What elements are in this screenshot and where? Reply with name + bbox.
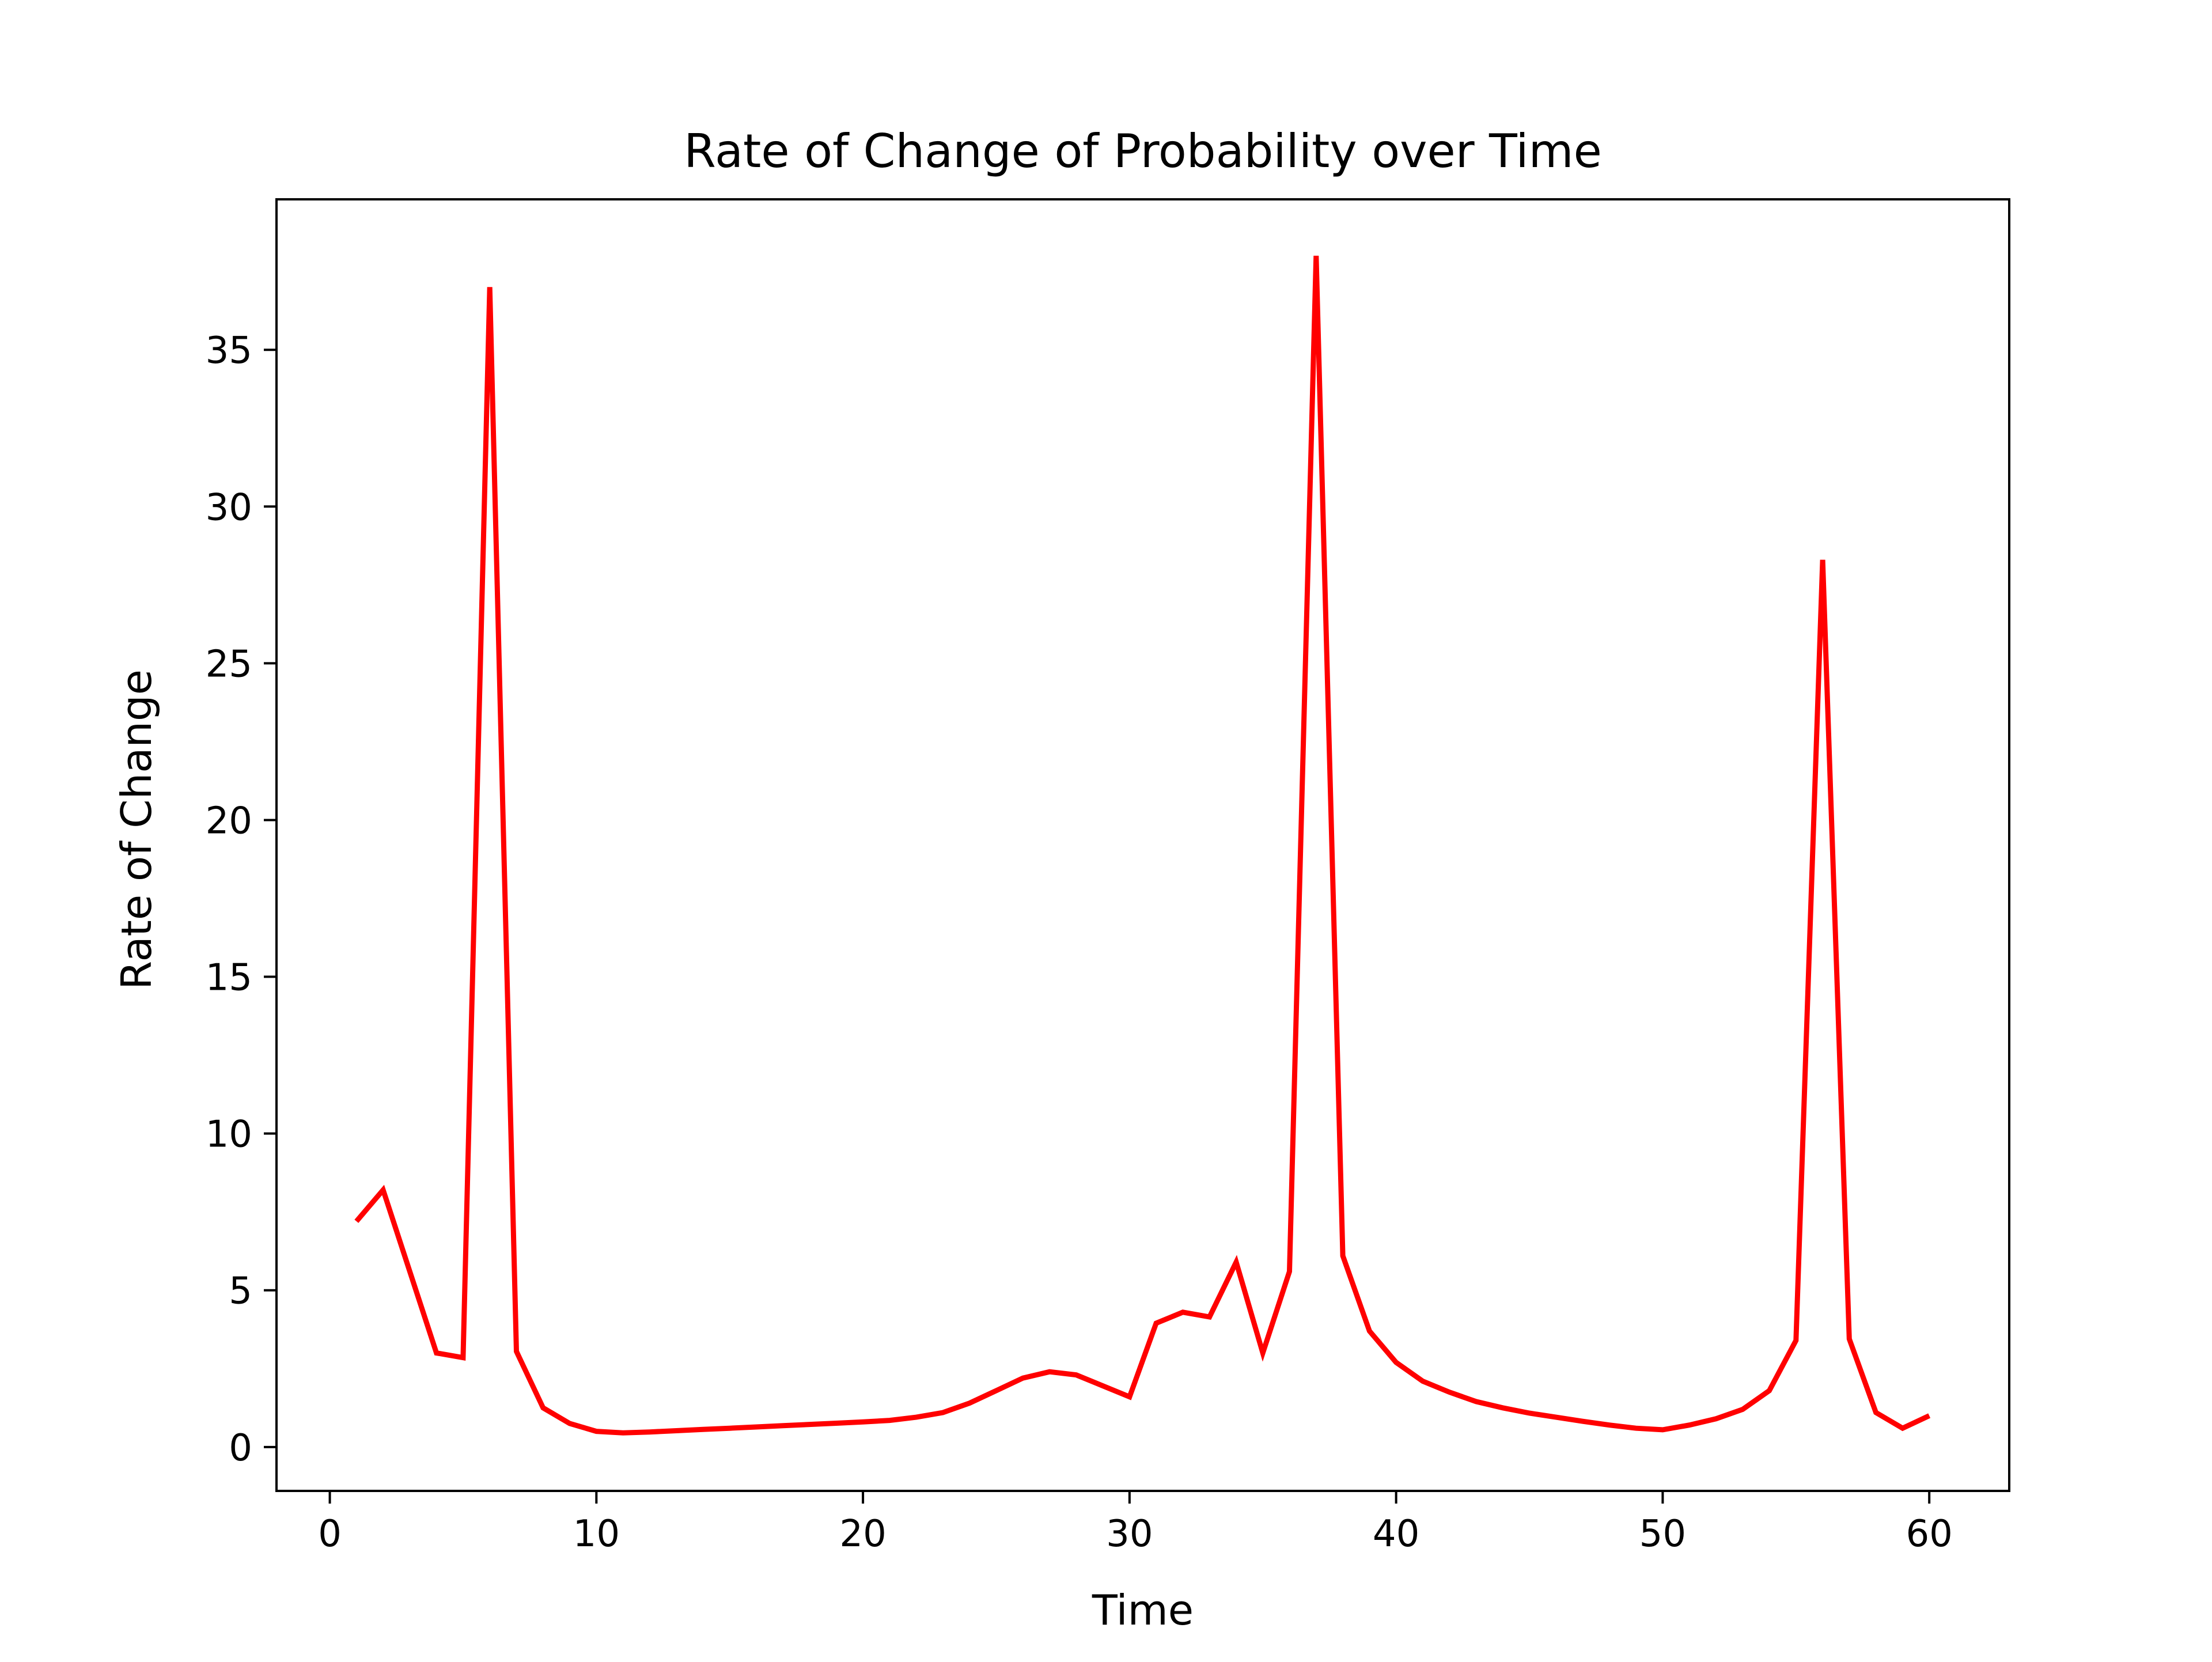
series-line [354, 255, 1931, 1436]
series-layer [354, 255, 1931, 1436]
x-axis-label: Time [1092, 1586, 1194, 1634]
x-tick-label: 0 [318, 1513, 342, 1555]
chart-title: Rate of Change of Probability over Time [684, 124, 1602, 178]
y-tick-label: 5 [229, 1270, 252, 1313]
plot-frame [275, 198, 2010, 1492]
y-axis-label: Rate of Change [112, 669, 161, 990]
x-tick-label: 10 [573, 1513, 620, 1555]
y-tick-label: 10 [206, 1114, 252, 1156]
y-tick-label: 35 [206, 330, 252, 372]
y-tick-label: 0 [229, 1427, 252, 1470]
x-tick-label: 60 [1906, 1513, 1952, 1555]
x-tick-label: 40 [1373, 1513, 1419, 1555]
x-tick-label: 50 [1639, 1513, 1686, 1555]
y-tick-label: 15 [206, 957, 252, 1000]
y-axis-ticks: 0 5 10 15 20 25 30 35 [206, 330, 276, 1470]
y-tick-label: 25 [206, 643, 252, 686]
x-tick-label: 20 [839, 1513, 886, 1555]
y-tick-label: 20 [206, 800, 252, 842]
x-tick-label: 30 [1106, 1513, 1153, 1555]
y-tick-label: 30 [206, 486, 252, 529]
x-axis-ticks: 0 10 20 30 40 50 60 [318, 1491, 1953, 1555]
